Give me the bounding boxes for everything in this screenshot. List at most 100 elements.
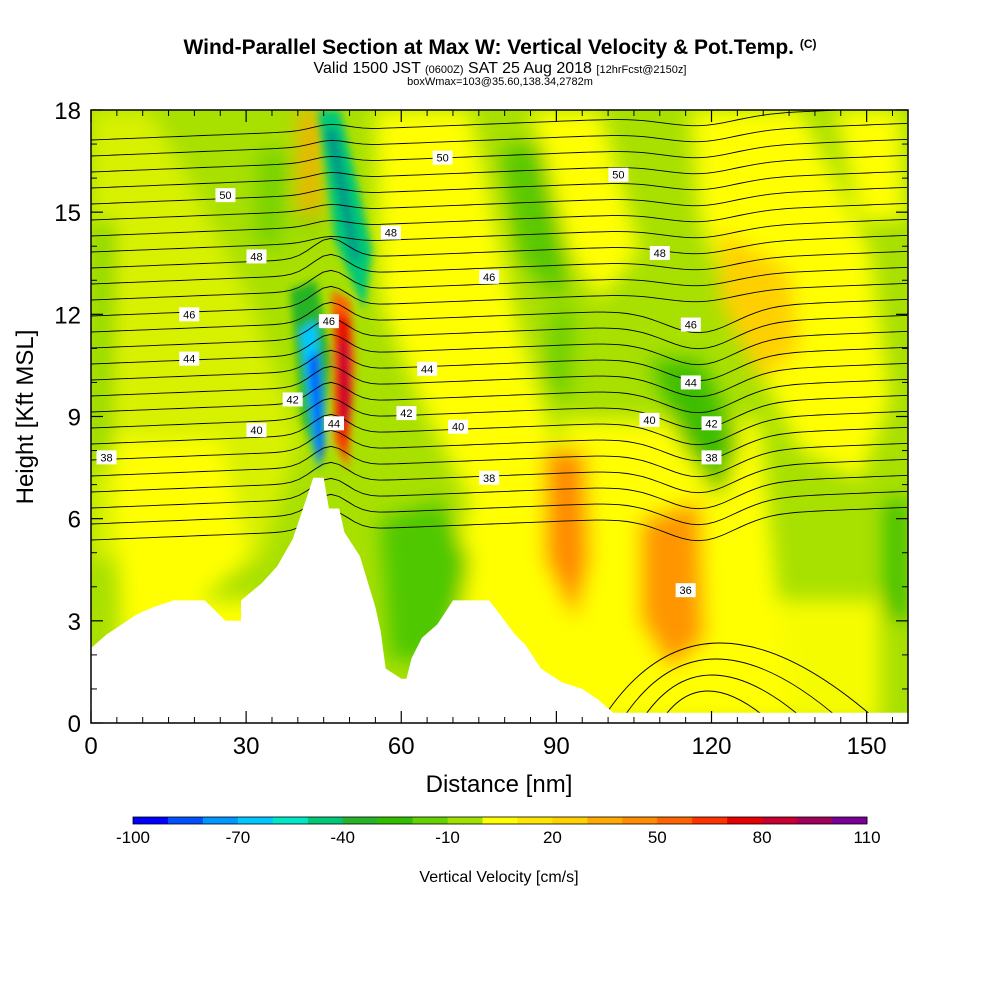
x-tick-label: 120: [691, 733, 731, 760]
theta-contour-label-text: 44: [685, 377, 697, 389]
theta-contour-label: 46: [179, 307, 200, 322]
colorbar-label: Vertical Velocity [cm/s]: [419, 869, 578, 886]
theta-contour-label: 40: [639, 412, 660, 427]
theta-contour-label: 50: [608, 167, 629, 182]
colorbar-swatch: [727, 817, 763, 824]
theta-contour-label-text: 38: [705, 452, 717, 464]
x-tick-label: 90: [543, 733, 570, 760]
theta-contour-label: 42: [701, 416, 722, 431]
theta-contour-line: [91, 410, 908, 446]
y-tick-label: 3: [68, 609, 81, 636]
theta-contour-line: [91, 330, 908, 366]
theta-contour-line: [91, 122, 908, 157]
theta-contour-line: [91, 138, 908, 173]
theta-contour-label: 44: [179, 351, 200, 366]
theta-contour-line: [91, 110, 853, 141]
theta-contour-label: 48: [380, 225, 401, 240]
colorbar-swatch: [342, 817, 379, 824]
theta-contour-line: [91, 442, 908, 478]
colorbar-tick-label: 50: [648, 828, 667, 847]
theta-contour-label: 48: [649, 246, 670, 261]
x-tick-label: 150: [847, 733, 887, 760]
theta-contour-line: [639, 674, 809, 723]
theta-contour-line: [91, 250, 908, 285]
theta-contour-label: 50: [215, 188, 236, 203]
theta-contour-line: [91, 506, 908, 542]
theta-contour-label-text: 50: [436, 153, 448, 165]
copyright-mark: (C): [799, 37, 817, 51]
colorbar-tick-label: 110: [853, 828, 880, 847]
colorbar-tick-label: 20: [543, 828, 562, 847]
colorbar-swatch: [657, 817, 693, 824]
theta-contour-line: [599, 642, 881, 723]
colorbar-swatch: [237, 817, 274, 824]
colorbar-swatch: [587, 817, 623, 824]
colorbar-tick-label: 80: [753, 828, 772, 847]
theta-contour-label: 38: [479, 470, 500, 485]
theta-contour-label-text: 36: [680, 585, 692, 597]
theta-contour-label-text: 46: [183, 309, 195, 321]
y-tick-label: 6: [68, 507, 81, 534]
theta-contour-line: [619, 658, 845, 723]
colorbar-swatch: [133, 817, 169, 824]
theta-contour-line: [91, 394, 908, 430]
theta-contour-label: 42: [282, 392, 303, 407]
theta-contour-label-text: 48: [250, 251, 262, 263]
colorbar-swatch: [307, 817, 344, 824]
x-tick-label: 60: [388, 733, 415, 760]
y-axis-label: Height [Kft MSL]: [12, 330, 39, 505]
theta-contour-label-text: 40: [452, 422, 464, 434]
y-tick-label: 15: [54, 200, 81, 227]
y-tick-label: 12: [54, 302, 81, 329]
theta-contour-label-text: 42: [400, 408, 412, 420]
colorbar-tick-label: -40: [330, 828, 355, 847]
theta-contour-label-text: 46: [685, 320, 697, 332]
theta-contour-label-text: 46: [323, 316, 335, 328]
theta-contour-label: 36: [675, 583, 696, 598]
theta-contour-label-text: 40: [643, 415, 655, 427]
theta-contour-label: 44: [324, 416, 345, 431]
terrain: [91, 477, 908, 723]
colorbar-swatch: [377, 817, 414, 824]
colorbar-swatch: [692, 817, 728, 824]
theta-contour-line: [91, 154, 908, 189]
theta-contour-label-text: 48: [385, 228, 397, 240]
theta-contour-label: 40: [246, 423, 267, 438]
x-axis-label: Distance [nm]: [426, 771, 573, 798]
theta-contour-line: [91, 346, 908, 382]
theta-contour-label: 46: [318, 314, 339, 329]
theta-contour-label-text: 50: [612, 170, 624, 182]
colorbar-swatch: [447, 817, 484, 824]
theta-contour-line: [91, 362, 908, 398]
colorbar-swatch: [167, 817, 204, 824]
y-tick-label: 0: [68, 711, 81, 738]
theta-contour-line: [91, 202, 908, 237]
theta-contour-label: 42: [396, 406, 417, 421]
theta-contour-label-text: 42: [705, 418, 717, 430]
theta-contour-line: [91, 186, 908, 221]
colorbar-swatch: [832, 817, 868, 824]
colorbar-tick-label: -70: [226, 828, 251, 847]
theta-contour-label: 46: [479, 269, 500, 284]
theta-contour-label: 50: [432, 150, 453, 165]
theta-contour-line: [91, 378, 908, 414]
theta-contour-labels: 50 50 50 48 48 48 46 46 46 46 44 44 44 44 42 42 42 40 40 40…: [96, 150, 722, 598]
colorbar-swatch: [272, 817, 309, 824]
colorbar-swatch: [517, 817, 553, 824]
theta-contour-line: [91, 426, 908, 462]
colorbar-tick-label: -100: [116, 828, 150, 847]
theta-contour-label-text: 50: [219, 190, 231, 202]
theta-contour-label-text: 44: [328, 418, 340, 430]
theta-contour-line: [91, 314, 908, 350]
theta-contour-line: [91, 218, 908, 253]
y-tick-label: 18: [54, 98, 81, 125]
colorbar-tick-label: -10: [435, 828, 460, 847]
chart-title: Wind-Parallel Section at Max W: Vertical…: [183, 36, 817, 59]
colorbar-swatch: [482, 817, 518, 824]
theta-contour-label-text: 44: [183, 354, 195, 366]
colorbar-swatch: [202, 817, 239, 824]
colorbar-swatch: [552, 817, 588, 824]
theta-contour-label-text: 44: [421, 364, 433, 376]
